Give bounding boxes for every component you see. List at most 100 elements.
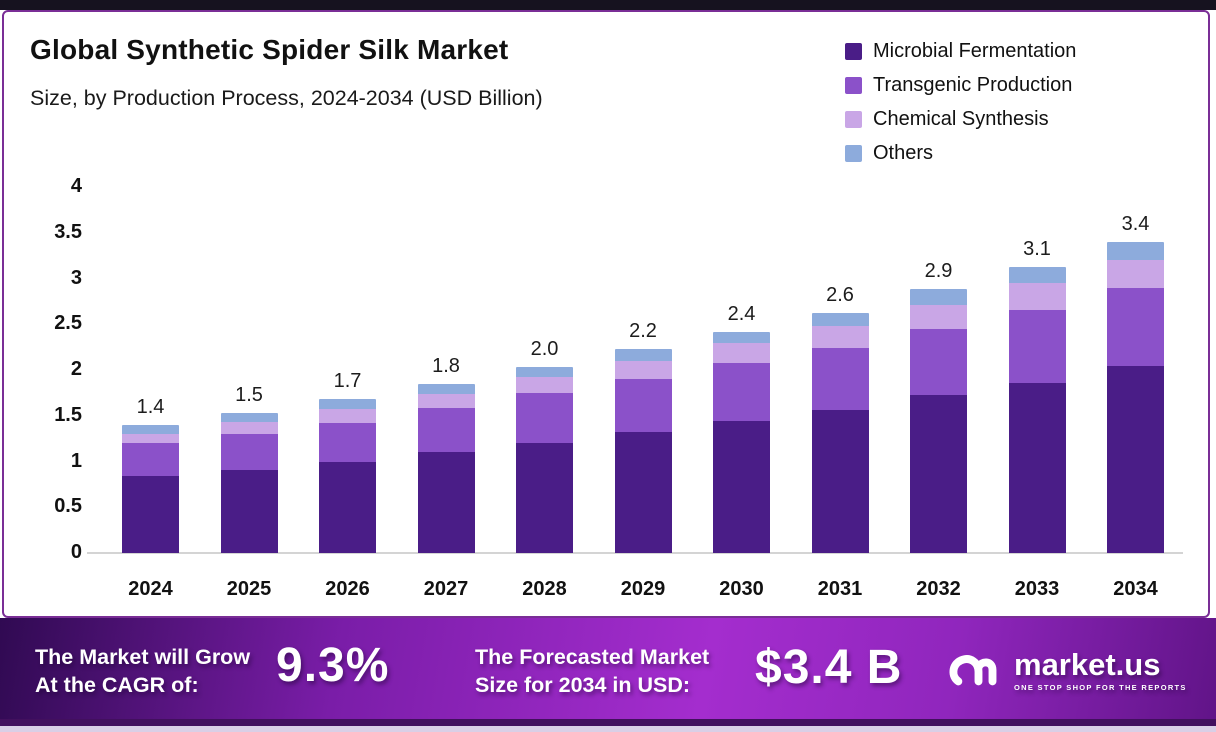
y-tick-label-0.5: 0.5 [54, 495, 82, 518]
bar-segment-chemical-synthesis [614, 361, 672, 379]
bar-total-label-2025: 1.5 [235, 384, 263, 406]
bar-segment-transgenic-production [516, 393, 573, 443]
x-axis-line [87, 552, 1183, 554]
bar-segment-others [220, 413, 278, 422]
bar-total-label-2027: 1.8 [432, 355, 460, 377]
brand-tagline: ONE STOP SHOP FOR THE REPORTS [1014, 682, 1187, 692]
legend-item-microbial-fermentation: Microbial Fermentation [845, 40, 1076, 63]
x-tick-label-2031: 2031 [817, 578, 863, 600]
bar-segment-microbial-fermentation [1107, 366, 1164, 553]
cagr-label: The Market will Grow At the CAGR of: [35, 643, 250, 699]
legend-swatch-microbial-fermentation [845, 43, 862, 60]
bar-group-2034: 3.4 [1091, 213, 1181, 553]
bar-segment-chemical-synthesis [1008, 283, 1066, 310]
stacked-bar-2026 [319, 399, 376, 553]
x-tick-label-2028: 2028 [522, 578, 567, 600]
forecast-label: The Forecasted Market Size for 2034 in U… [475, 643, 709, 699]
bar-segment-transgenic-production [1008, 310, 1066, 383]
bar-segment-chemical-synthesis [1107, 260, 1164, 288]
bar-segment-chemical-synthesis [220, 422, 278, 434]
bar-total-label-2033: 3.1 [1023, 238, 1051, 260]
chart-title: Global Synthetic Spider Silk Market [30, 34, 509, 65]
x-tick-label-2029: 2029 [620, 578, 666, 600]
bar-segment-microbial-fermentation [220, 470, 278, 553]
stacked-bar-2028 [516, 367, 573, 553]
bar-segment-others [1107, 242, 1164, 260]
bar-segment-transgenic-production [614, 379, 672, 432]
chart-subtitle: Size, by Production Process, 2024-2034 (… [30, 86, 543, 110]
y-tick-label-2: 2 [70, 358, 82, 380]
y-tick-label-1.5: 1.5 [54, 403, 82, 426]
bar-segment-microbial-fermentation [1008, 383, 1066, 553]
y-tick-label-2.5: 2.5 [54, 312, 82, 335]
bar-group-2027: 1.8 [401, 355, 491, 553]
bar-group-2026: 1.7 [303, 370, 393, 553]
bar-segment-transgenic-production [910, 329, 967, 395]
x-tick-label-2026: 2026 [325, 578, 370, 600]
top-edge-strip [0, 0, 1216, 10]
y-tick-label-1: 1 [70, 449, 82, 472]
legend-swatch-chemical-synthesis [845, 111, 862, 128]
forecast-value: $3.4 B [755, 641, 903, 694]
x-tick-label-2032: 2032 [916, 578, 961, 600]
legend-label-chemical-synthesis: Chemical Synthesis [873, 108, 1049, 130]
x-tick-label-2034: 2034 [1113, 578, 1158, 600]
x-tick-label-2030: 2030 [719, 578, 764, 600]
bar-segment-microbial-fermentation [713, 421, 770, 553]
bar-segment-transgenic-production [122, 443, 179, 476]
bar-segment-chemical-synthesis [516, 377, 573, 393]
cagr-label-line1: The Market will Grow [35, 645, 251, 669]
legend-label-transgenic-production: Transgenic Production [873, 74, 1073, 96]
legend-label-microbial-fermentation: Microbial Fermentation [873, 40, 1077, 62]
legend-item-transgenic-production: Transgenic Production [845, 74, 1076, 97]
legend-swatch-transgenic-production [845, 77, 862, 94]
x-tick-label-2033: 2033 [1014, 578, 1060, 600]
bar-total-label-2032: 2.9 [924, 260, 953, 282]
y-tick-label-0: 0 [70, 541, 82, 563]
bar-segment-chemical-synthesis [811, 326, 869, 348]
bar-segment-microbial-fermentation [417, 452, 475, 553]
bar-segment-transgenic-production [220, 434, 278, 470]
stacked-bar-2033 [1008, 267, 1066, 553]
bar-total-label-2024: 1.4 [136, 396, 165, 418]
bar-segment-others [713, 332, 770, 343]
chart-frame: 0 0.5 1 1.5 2 2.5 3 3.5 4 1.4 2024 1.5 2025 1.7 2026 1.… [2, 10, 1210, 618]
bar-segment-chemical-synthesis [910, 305, 967, 329]
bar-total-label-2031: 2.6 [826, 284, 854, 306]
bar-segment-chemical-synthesis [713, 343, 770, 363]
legend-item-chemical-synthesis: Chemical Synthesis [845, 108, 1076, 131]
bar-total-label-2026: 1.7 [333, 370, 362, 392]
bar-segment-transgenic-production [417, 408, 475, 452]
bar-group-2032: 2.9 [894, 260, 984, 553]
bar-segment-microbial-fermentation [319, 462, 376, 553]
brand-name: market.us [1014, 646, 1161, 682]
bar-group-2028: 2.0 [500, 338, 590, 553]
bottom-banner: The Market will Grow At the CAGR of: 9.3… [0, 618, 1216, 726]
bar-segment-microbial-fermentation [516, 443, 573, 553]
bar-segment-microbial-fermentation [122, 476, 179, 553]
stacked-bar-2032 [910, 289, 967, 553]
stacked-bar-2027 [417, 384, 475, 553]
stacked-bar-2024 [122, 425, 179, 553]
bar-total-label-2034: 3.4 [1121, 213, 1150, 235]
stacked-bar-2034 [1107, 242, 1164, 553]
bar-segment-others [516, 367, 573, 377]
cagr-label-line2: At the CAGR of: [35, 673, 199, 697]
bar-segment-others [910, 289, 967, 305]
market-us-swirl-icon [949, 655, 997, 686]
x-tick-label-2024: 2024 [128, 578, 173, 600]
stacked-bar-2031 [811, 313, 869, 553]
bar-segment-transgenic-production [811, 348, 869, 410]
bar-total-label-2029: 2.2 [629, 320, 657, 342]
legend-item-others: Others [845, 142, 1076, 165]
y-tick-label-4: 4 [70, 175, 82, 197]
forecast-label-line2: Size for 2034 in USD: [475, 673, 691, 697]
bar-segment-microbial-fermentation [614, 432, 672, 553]
y-tick-label-3: 3 [70, 266, 82, 289]
brand-logo: market.us ONE STOP SHOP FOR THE REPORTS [946, 642, 1187, 698]
bar-segment-chemical-synthesis [122, 434, 179, 443]
bar-segment-others [319, 399, 376, 409]
bar-group-2031: 2.6 [795, 284, 885, 553]
bar-group-2030: 2.4 [697, 303, 787, 553]
stacked-bar-2029 [614, 349, 672, 553]
